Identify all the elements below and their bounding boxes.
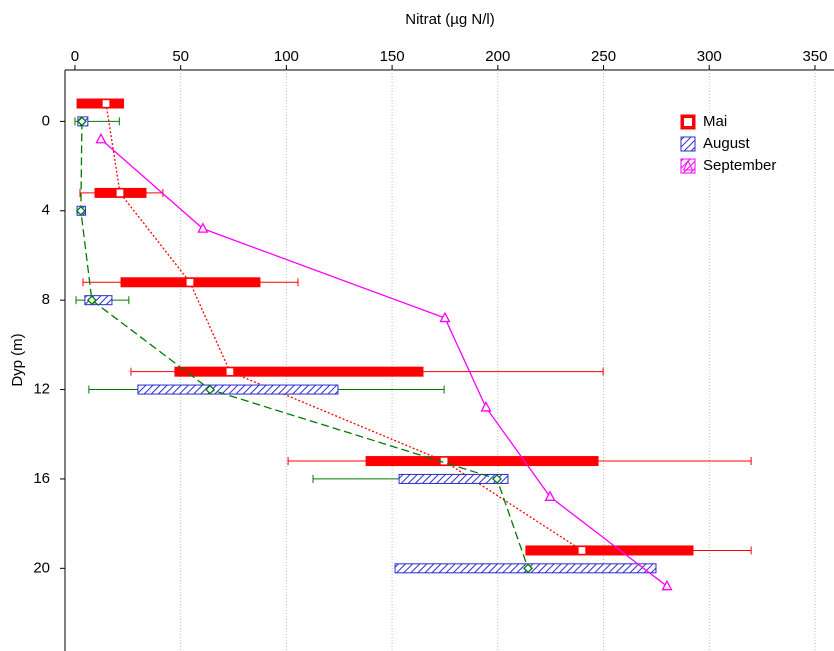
legend-swatch-marker: [684, 118, 692, 126]
mean-marker: [95, 132, 107, 144]
legend-swatch-marker: [682, 159, 694, 171]
mean-marker: [661, 579, 673, 591]
mean-marker: [101, 98, 111, 109]
box: [525, 545, 694, 556]
box: [137, 384, 339, 395]
x-tick-label: 150: [380, 48, 405, 65]
mean-marker: [205, 384, 215, 395]
mean-marker: [480, 401, 492, 412]
series-line: [105, 103, 583, 551]
mean-marker: [439, 311, 451, 323]
x-tick-label: 200: [485, 48, 510, 65]
x-tick-label: 0: [71, 48, 79, 65]
y-tick-label: 16: [33, 470, 50, 487]
y-tick-label: 8: [42, 291, 50, 308]
mean-marker: [75, 205, 86, 216]
x-tick-label: 50: [172, 48, 189, 65]
legend-swatch: [680, 136, 696, 152]
series-line: [80, 121, 529, 569]
box: [76, 98, 125, 109]
y-tick-label: 0: [42, 112, 50, 129]
x-tick-label: 100: [274, 48, 299, 65]
x-axis-title: Nitrat (µg N/l): [405, 11, 494, 28]
mean-marker: [544, 490, 556, 501]
mean-marker: [523, 563, 533, 574]
mean-marker: [86, 295, 97, 306]
y-tick-label: 20: [33, 559, 50, 576]
mean-marker: [115, 188, 125, 198]
x-tick-label: 250: [591, 48, 616, 65]
x-tick-label: 350: [802, 48, 827, 65]
legend-label: September: [703, 157, 776, 174]
series-line: [100, 138, 668, 587]
x-tick-label: 300: [697, 48, 722, 65]
mean-marker: [225, 367, 235, 377]
y-axis-title: Dyp (m): [9, 333, 26, 386]
box: [174, 366, 424, 377]
mean-marker: [197, 222, 209, 233]
y-tick-label: 12: [33, 381, 50, 398]
legend-label: August: [703, 135, 751, 152]
box: [365, 456, 599, 467]
box: [398, 473, 509, 484]
mean-marker: [492, 474, 502, 484]
mean-marker: [76, 116, 87, 127]
y-tick-label: 4: [42, 202, 50, 219]
mean-marker: [577, 545, 587, 556]
legend-label: Mai: [703, 113, 727, 130]
mean-marker: [185, 277, 195, 287]
